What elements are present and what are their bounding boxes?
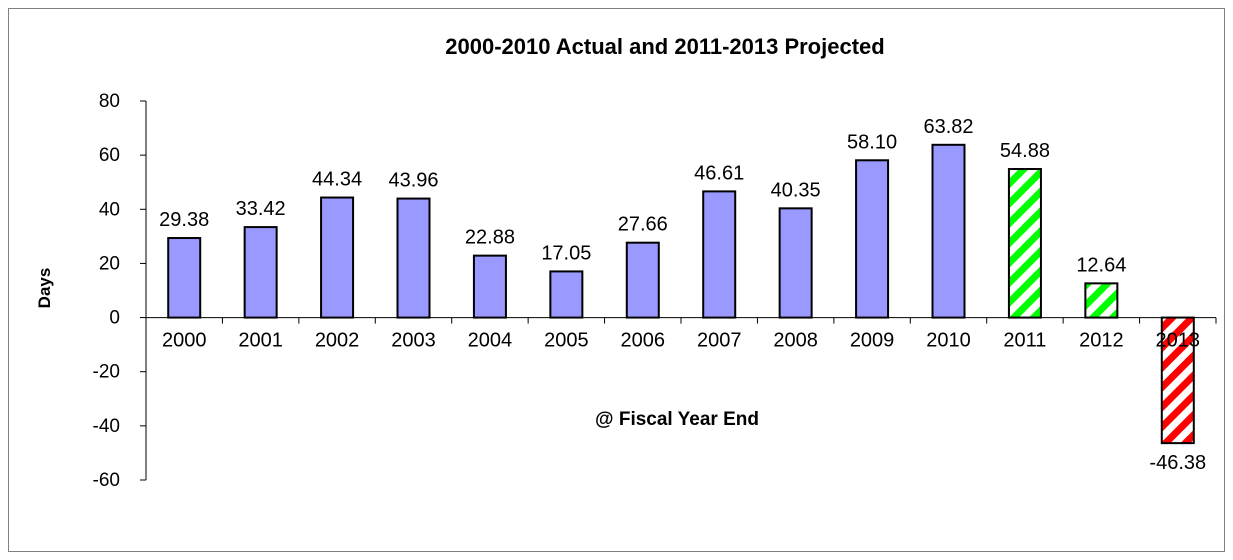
- x-tick-label: 2013: [1156, 330, 1201, 352]
- bar-2007: [702, 190, 737, 319]
- x-tick-label: 2010: [926, 330, 971, 352]
- data-label: 58.10: [847, 131, 897, 153]
- x-tick-label: 2011: [1003, 330, 1046, 352]
- y-tick-label: 20: [99, 253, 120, 274]
- x-tick-label: 2004: [468, 330, 513, 352]
- bar-2000: [167, 237, 202, 319]
- data-label: 17.05: [541, 242, 591, 264]
- x-tick-label: 2012: [1079, 330, 1124, 352]
- bar-2004: [472, 254, 507, 319]
- bars: [167, 143, 1195, 445]
- x-tick-label: 2003: [391, 330, 436, 352]
- x-tick-label: 2005: [544, 330, 589, 352]
- y-tick-label: 0: [109, 308, 120, 329]
- x-tick-label: 2006: [621, 330, 666, 352]
- y-axis-label: Days: [35, 268, 54, 309]
- bar-2005: [549, 270, 584, 319]
- chart-frame: [8, 8, 1225, 552]
- bar-2008: [778, 207, 813, 319]
- bar-2009: [855, 159, 890, 319]
- data-label: 12.64: [1076, 254, 1126, 276]
- data-label: 40.35: [771, 179, 821, 201]
- y-tick-label: 60: [99, 145, 120, 166]
- bar-2010: [931, 143, 966, 319]
- bar-2006: [625, 241, 660, 319]
- x-tick-label: 2009: [850, 330, 895, 352]
- data-label: 27.66: [618, 214, 668, 236]
- bar-2003: [396, 197, 431, 319]
- data-label: 22.88: [465, 227, 515, 249]
- data-label: 63.82: [923, 116, 973, 138]
- y-tick-label: -60: [93, 470, 120, 491]
- x-axis: 2000 2001 2002 2003 2004 2005 2006 2007 2008 2009…: [145, 317, 1217, 352]
- bar-2013: [1160, 316, 1195, 445]
- x-tick-label: 2002: [315, 330, 360, 352]
- data-label: 43.96: [388, 170, 438, 192]
- x-axis-label: @ Fiscal Year End: [595, 409, 759, 430]
- data-label: 33.42: [236, 198, 286, 220]
- data-label: -46.38: [1149, 452, 1206, 474]
- x-tick-label: 2000: [162, 330, 207, 352]
- data-label: 44.34: [312, 169, 362, 191]
- y-axis: 80 60 40 20 0 -20 -40 -60: [93, 91, 147, 491]
- data-label: 29.38: [159, 209, 209, 231]
- bar-2011: [1007, 168, 1042, 319]
- data-label: 46.61: [694, 162, 744, 184]
- y-tick-label: 80: [99, 91, 120, 112]
- data-labels: 29.38 33.42 44.34 43.96 22.88 17.05 27.66 46.61…: [159, 116, 1206, 474]
- x-tick-label: 2007: [697, 330, 742, 352]
- y-tick-label: -40: [93, 416, 120, 437]
- chart-title: 2000-2010 Actual and 2011-2013 Projected: [445, 34, 884, 59]
- y-tick-label: -20: [93, 362, 120, 383]
- x-tick-label: 2008: [773, 330, 818, 352]
- bar-2001: [243, 226, 278, 319]
- y-tick-label: 40: [99, 199, 120, 220]
- data-label: 54.88: [1000, 140, 1050, 162]
- x-tick-label: 2001: [238, 330, 283, 352]
- bar-2002: [320, 196, 355, 319]
- bar-2012: [1084, 282, 1119, 319]
